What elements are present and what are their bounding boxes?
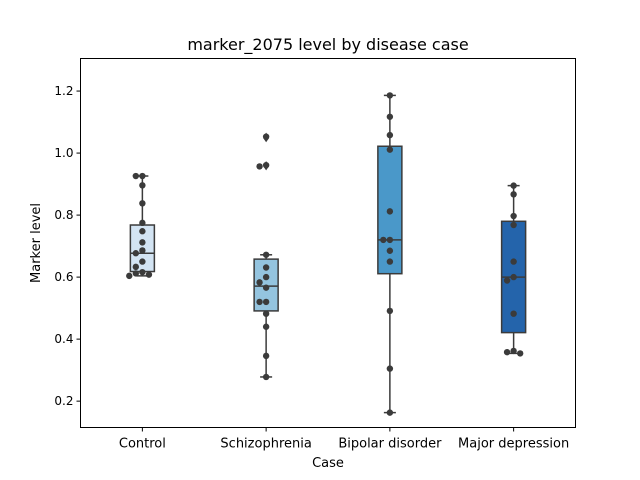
data-point [262,251,270,258]
data-point [262,284,270,291]
x-tick-label: Bipolar disorder [338,437,442,452]
data-point [262,298,270,306]
data-point [256,298,263,306]
plot-area [126,92,527,416]
data-point [510,221,517,229]
data-point [256,163,263,170]
data-point [386,247,394,254]
x-tick-label: Control [119,437,166,452]
data-point [132,250,140,257]
y-tick-label: 0.2 [54,394,73,408]
data-point [510,212,517,220]
data-point [139,228,146,235]
data-point [262,310,270,317]
data-point [139,172,146,180]
data-point [132,263,140,271]
data-point [386,307,394,315]
data-point [139,219,146,227]
y-tick-label: 1.2 [54,84,73,98]
data-point [516,350,524,357]
data-point [386,365,394,372]
data-point [262,323,270,330]
data-point [262,264,270,271]
data-point [132,270,140,277]
data-point [139,182,146,189]
data-point [503,277,511,284]
chart-title: marker_2075 level by disease case [187,35,468,55]
data-point [510,191,517,198]
data-point [386,92,394,99]
data-point [386,236,394,244]
x-axis-label: Case [312,456,344,471]
data-point [139,258,146,265]
data-point [510,310,517,317]
data-point [386,409,394,416]
data-point [132,172,140,180]
data-point [510,273,517,281]
data-point [386,146,394,153]
x-tick-label: Major depression [458,437,569,452]
data-point [262,161,270,169]
data-point [139,239,146,246]
data-point [510,258,517,265]
data-point [386,258,394,265]
data-point [139,247,146,254]
y-tick-label: 0.8 [54,208,73,222]
data-point [262,273,270,281]
y-tick-label: 0.6 [54,270,73,284]
data-point [126,272,133,280]
data-point [386,208,394,215]
data-point [510,182,517,189]
x-tick-label: Schizophrenia [220,437,311,452]
data-point [380,236,387,244]
data-point [262,352,270,360]
data-point [262,373,270,381]
data-point [139,200,146,207]
y-tick-label: 0.4 [54,332,73,346]
data-point [386,113,394,120]
data-point [145,271,153,278]
data-point [503,348,511,356]
data-point [256,279,263,286]
plot-frame [80,58,576,428]
data-point [386,131,394,139]
y-tick-label: 1.0 [54,146,73,160]
data-point [262,133,270,140]
data-point [139,268,146,276]
data-point [510,347,517,355]
y-axis-label: Marker level [29,203,44,283]
